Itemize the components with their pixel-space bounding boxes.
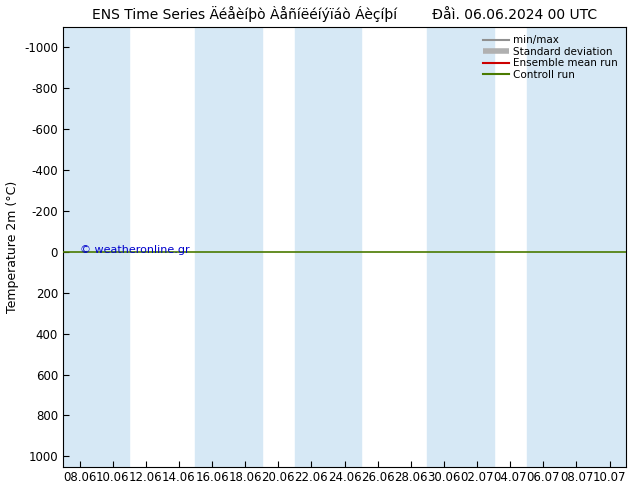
Legend: min/max, Standard deviation, Ensemble mean run, Controll run: min/max, Standard deviation, Ensemble me… — [480, 32, 621, 83]
Bar — [195, 27, 262, 466]
Bar — [63, 27, 129, 466]
Bar — [527, 27, 626, 466]
Text: © weatheronline.gr: © weatheronline.gr — [80, 245, 190, 255]
Y-axis label: Temperature 2m (°C): Temperature 2m (°C) — [6, 181, 18, 313]
Title: ENS Time Series Äéåèíþò Àåñíëéíýïáò Áèçíþí        Ðåì. 06.06.2024 00 UTC: ENS Time Series Äéåèíþò Àåñíëéíýïáò Áèçí… — [92, 5, 597, 22]
Bar — [427, 27, 494, 466]
Bar — [295, 27, 361, 466]
